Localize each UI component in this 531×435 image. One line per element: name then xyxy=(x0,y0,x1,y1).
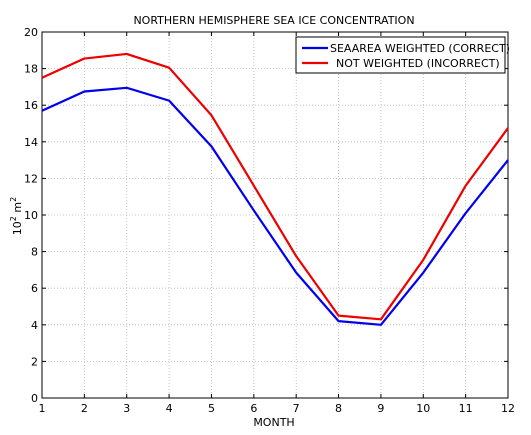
x-tick-label: 5 xyxy=(208,402,215,415)
x-tick-label: 12 xyxy=(501,402,515,415)
legend-label-1: SEAAREA WEIGHTED (CORRECT) xyxy=(330,42,510,55)
y-tick-label: 14 xyxy=(24,136,38,149)
x-tick-label: 9 xyxy=(377,402,384,415)
y-axis-label-sup2: 2 xyxy=(9,197,18,202)
x-tick-label: 11 xyxy=(459,402,473,415)
legend-box xyxy=(295,36,506,74)
y-axis-label-mid: m xyxy=(11,202,24,216)
x-tick-label: 4 xyxy=(166,402,173,415)
y-tick-label: 16 xyxy=(24,99,38,112)
y-tick-label: 18 xyxy=(24,63,38,76)
legend-label-2: NOT WEIGHTED (INCORRECT) xyxy=(336,57,500,70)
y-tick-label: 6 xyxy=(31,282,38,295)
x-tick-label: 10 xyxy=(416,402,430,415)
x-tick-label: 2 xyxy=(81,402,88,415)
y-tick-label: 2 xyxy=(31,355,38,368)
y-axis-label-base: 10 xyxy=(11,221,24,235)
y-tick-label: 8 xyxy=(31,246,38,259)
chart-title: NORTHERN HEMISPHERE SEA ICE CONCENTRATIO… xyxy=(133,14,414,27)
y-tick-label: 12 xyxy=(24,172,38,185)
x-tick-label: 8 xyxy=(335,402,342,415)
legend: SEAAREA WEIGHTED (CORRECT) NOT WEIGHTED (… xyxy=(295,36,510,74)
y-axis-label: 102 m2 xyxy=(9,197,24,235)
y-tick-label: 4 xyxy=(31,319,38,332)
x-axis-label: MONTH xyxy=(253,416,294,429)
series-line-2 xyxy=(41,52,509,321)
y-tick-label: 10 xyxy=(24,209,38,222)
y-axis-label-sup1: 2 xyxy=(9,216,18,221)
y-tick-label: 0 xyxy=(31,392,38,405)
x-tick-label: 1 xyxy=(39,402,46,415)
y-tick-label: 20 xyxy=(24,26,38,39)
x-tick-label: 3 xyxy=(123,402,130,415)
x-tick-label: 6 xyxy=(250,402,257,415)
series-line-1 xyxy=(41,86,509,326)
series-layer xyxy=(41,52,509,326)
x-tick-label: 7 xyxy=(293,402,300,415)
